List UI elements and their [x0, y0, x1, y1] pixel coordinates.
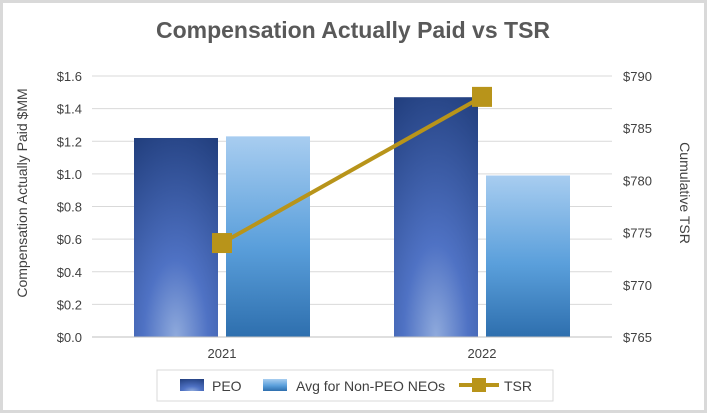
legend-swatch-peo [180, 379, 204, 391]
y-tick-label: $1.4 [57, 102, 82, 117]
y-tick-label: $1.0 [57, 167, 82, 182]
axes: $0.0 $0.2 $0.4 $0.6 $0.8 $1.0 $1.2 $1.4 $1.6 $765… [57, 69, 652, 361]
y2-tick-label: $765 [623, 330, 652, 345]
bar-peo-2021 [134, 137, 218, 337]
y-tick-label: $1.2 [57, 134, 82, 149]
y-tick-label: $0.0 [57, 330, 82, 345]
y2-tick-label: $780 [623, 173, 652, 188]
bar-avg-for-non-peo-neos-2021 [226, 136, 310, 337]
y-tick-label: $0.2 [57, 297, 82, 312]
tsr-line-layer [212, 86, 492, 254]
bar-avg-for-non-peo-neos-2022 [486, 175, 570, 337]
legend-label-tsr: TSR [504, 378, 532, 394]
y2-tick-label: $775 [623, 226, 652, 241]
legend-swatch-avg-non-peo-neos [263, 379, 287, 391]
y-tick-label: $0.8 [57, 200, 82, 215]
tsr-line [221, 95, 483, 245]
legend-label-avg-non-peo-neos: Avg for Non-PEO NEOs [296, 378, 445, 394]
legend-marker-tsr [472, 378, 486, 392]
legend-label-peo: PEO [212, 378, 242, 394]
tsr-marker-2022 [472, 86, 492, 107]
x-tick-label: 2022 [468, 346, 497, 361]
y2-tick-label: $770 [623, 278, 652, 293]
y-axis-title: Compensation Actually Paid $MM [14, 88, 30, 297]
y2-axis-title: Cumulative TSR [677, 142, 693, 244]
legend: PEO Avg for Non-PEO NEOs TSR [156, 369, 554, 402]
y2-tick-label: $790 [623, 69, 652, 84]
bar-peo-2022 [394, 97, 478, 337]
chart-title: Compensation Actually Paid vs TSR [156, 17, 550, 43]
tsr-marker-2021 [212, 233, 232, 254]
y-tick-label: $1.6 [57, 69, 82, 84]
y-tick-label: $0.4 [57, 265, 82, 280]
x-tick-label: 2021 [208, 346, 237, 361]
y2-tick-label: $785 [623, 121, 652, 136]
y-tick-label: $0.6 [57, 232, 82, 247]
